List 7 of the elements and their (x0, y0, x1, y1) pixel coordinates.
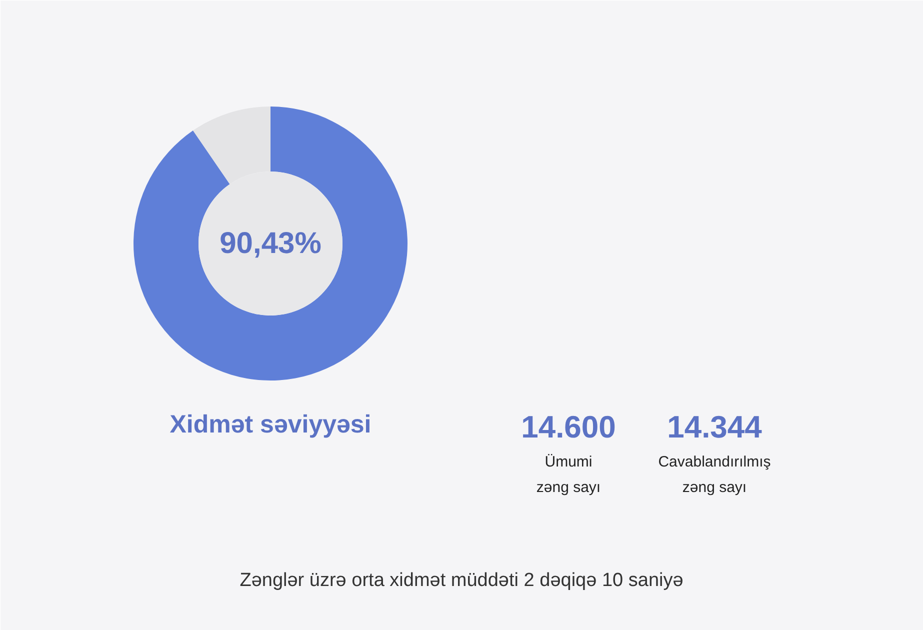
text: Ümumi zəng sayı (536, 453, 601, 496)
text: 14.344 (667, 410, 763, 444)
text: Xidmət səviyyəsi (170, 410, 372, 438)
text: Zənglər üzrə orta xidmət müddəti 2 dəqiqə 10 saniyə (240, 570, 684, 591)
text: 14.600 (521, 410, 616, 444)
text: Cavablandırılmış zəng sayı (658, 453, 771, 496)
text: 90,43% (220, 227, 322, 260)
